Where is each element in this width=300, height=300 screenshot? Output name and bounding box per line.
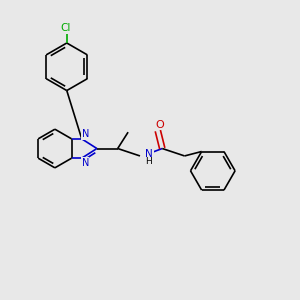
Text: O: O	[155, 120, 164, 130]
Text: N: N	[82, 129, 89, 140]
Text: H: H	[145, 158, 152, 166]
Text: N: N	[145, 149, 153, 160]
Text: N: N	[82, 158, 89, 168]
Text: Cl: Cl	[60, 22, 70, 32]
